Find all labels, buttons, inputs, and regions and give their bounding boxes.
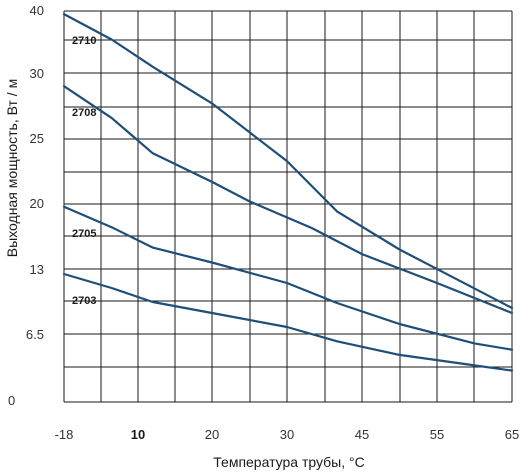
- x-tick-label: 55: [430, 427, 444, 442]
- x-tick-label: 45: [355, 427, 369, 442]
- series-lines: [62, 13, 514, 372]
- series-label-2703: 2703: [72, 295, 96, 307]
- y-tick-label: 0: [8, 393, 15, 408]
- y-tick-label: 40: [30, 3, 44, 18]
- x-tick-labels: -18 10 20 30 45 55 65: [55, 427, 520, 442]
- series-label-2708: 2708: [72, 107, 96, 119]
- x-tick-label: 65: [505, 427, 519, 442]
- series-line-2705: [62, 205, 514, 351]
- series-line-2710: [62, 13, 514, 310]
- y-tick-labels: 06.5131320253040: [8, 3, 44, 408]
- y-tick-label: 6.5: [26, 327, 44, 342]
- x-tick-label: -18: [55, 427, 74, 442]
- y-axis-label: Выходная мощность, Вт / м: [4, 79, 20, 257]
- series-label-2705: 2705: [72, 228, 96, 240]
- grid: [63, 10, 513, 403]
- x-tick-label: 20: [205, 427, 219, 442]
- x-axis-label: Температура трубы, °C: [213, 454, 364, 470]
- series-line-2703: [62, 272, 514, 372]
- x-tick-label: 10: [131, 427, 145, 442]
- y-tick-label: 13: [30, 262, 44, 277]
- y-tick-label: 25: [30, 131, 44, 146]
- series-labels: 2710 2708 2705 2703: [72, 35, 96, 307]
- series-line-2708: [62, 85, 514, 315]
- x-tick-label: 30: [280, 427, 294, 442]
- y-tick-label: 20: [30, 196, 44, 211]
- series-label-2710: 2710: [72, 35, 96, 47]
- y-tick-label: 30: [30, 66, 44, 81]
